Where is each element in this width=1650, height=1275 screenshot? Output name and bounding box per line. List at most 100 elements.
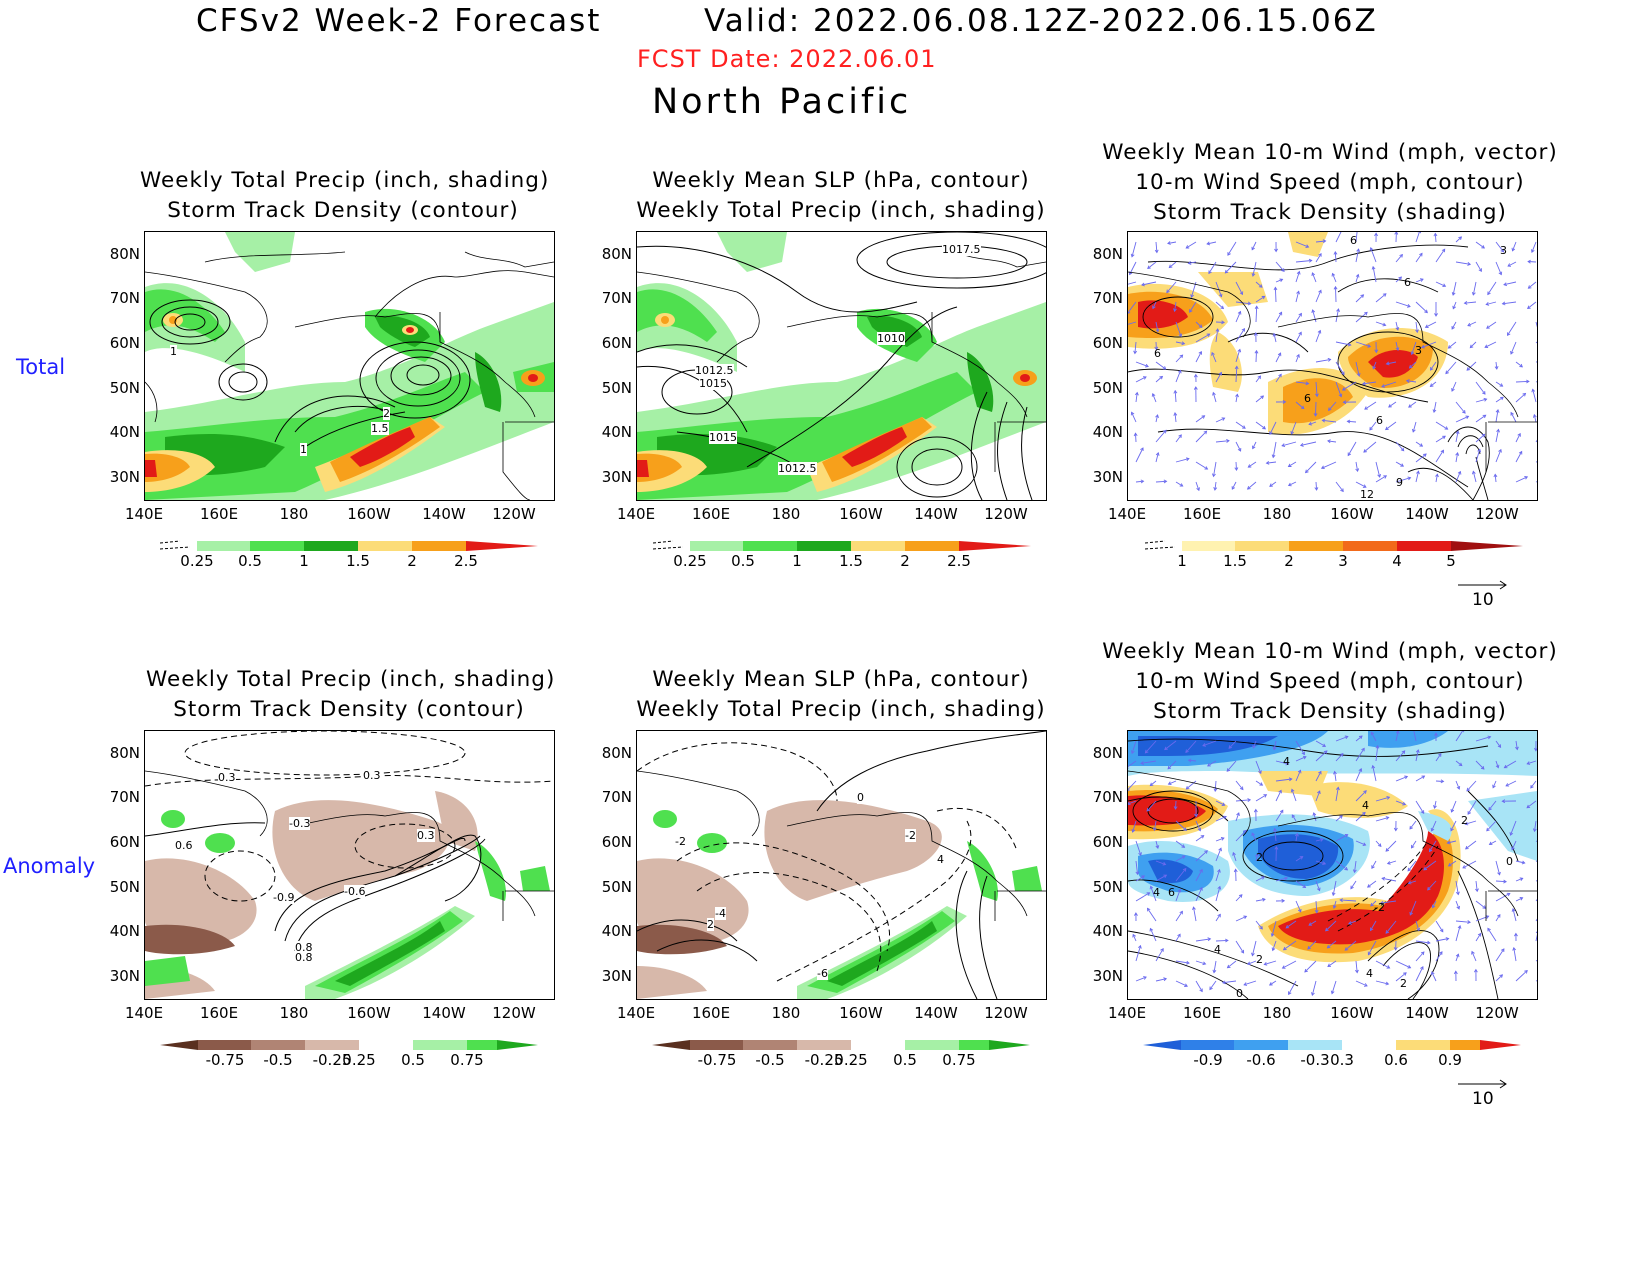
- wind-vector-head: [1131, 828, 1136, 833]
- wind-vector-head: [1455, 953, 1460, 958]
- lon-tick-label: 160W: [347, 505, 391, 523]
- wind-vector: [1128, 321, 1137, 325]
- lat-tick-label: 70N: [601, 788, 632, 806]
- colorbar-label: -0.9: [1193, 1051, 1223, 1069]
- wind-vector: [1275, 760, 1289, 765]
- slp-anomaly-contours: [637, 731, 1046, 999]
- wind-vector-head: [1385, 361, 1390, 366]
- wind-vector-head: [1160, 948, 1164, 952]
- wind-vector-head: [1375, 744, 1380, 749]
- wind-vector: [1385, 840, 1397, 852]
- wind-vector: [1333, 900, 1337, 909]
- wind-vector-head: [1202, 961, 1207, 966]
- wind-vector-head: [1200, 835, 1205, 839]
- lon-tick-label: 140W: [422, 1004, 466, 1022]
- wind-vector: [1435, 281, 1446, 287]
- wind-vector-head: [1319, 837, 1324, 842]
- wind-vector: [1475, 900, 1486, 909]
- wind-vector-head: [1218, 371, 1222, 376]
- wind-vector-head: [1168, 264, 1173, 269]
- wind-vector-head: [1207, 762, 1211, 767]
- wind-vector: [1195, 415, 1205, 423]
- wind-vector-head: [1218, 847, 1222, 852]
- wind-vector: [1255, 296, 1265, 303]
- contour-label: 2: [1256, 953, 1263, 966]
- colorbar-label: 2: [900, 552, 910, 570]
- wind-vector-head: [1251, 952, 1255, 957]
- wind-vector: [1175, 933, 1181, 942]
- vector-reference-label-top: 10: [1472, 590, 1494, 610]
- wind-vector-head: [1464, 821, 1469, 826]
- wind-vector: [1395, 341, 1399, 351]
- wind-vector: [1274, 287, 1277, 303]
- wind-vector-head: [1318, 289, 1322, 294]
- lon-tick-label: 120W: [492, 1004, 536, 1022]
- wind-vector-head: [1457, 470, 1462, 475]
- wind-vector: [1155, 860, 1166, 866]
- wind-vector-head: [1270, 933, 1275, 937]
- wind-vector-head: [1363, 983, 1368, 987]
- wind-vector-head: [1526, 379, 1530, 384]
- wind-vector: [1488, 800, 1497, 811]
- map-total-wind: 6 3 6 6 3 6 6 12 9: [1127, 231, 1538, 501]
- contour-label: 6: [1168, 886, 1175, 899]
- wind-vector-head: [1217, 885, 1222, 890]
- wind-vector-head: [1128, 801, 1131, 806]
- wind-vector: [1487, 928, 1497, 942]
- wind-vector-head: [1488, 841, 1493, 846]
- wind-vector: [1486, 820, 1497, 832]
- wind-vector: [1215, 800, 1225, 806]
- wind-vector: [1315, 358, 1331, 363]
- wind-vector: [1455, 431, 1459, 443]
- wind-vector-head: [1477, 932, 1482, 937]
- wind-vector: [1149, 928, 1157, 942]
- wind-vector: [1355, 481, 1367, 488]
- map-anom-slp-precip: 0 -2 -2 4 -4 2 -6: [636, 730, 1047, 1000]
- panel-title-line1: Weekly Mean SLP (hPa, contour): [652, 168, 1030, 193]
- colorbar-label: -0.3: [1300, 1051, 1330, 1069]
- lon-tick-label: 140W: [1405, 1004, 1449, 1022]
- wind-vector: [1271, 920, 1277, 937]
- wind-vector: [1215, 328, 1219, 343]
- wind-vector-head: [1135, 871, 1140, 876]
- wind-vector-head: [1300, 405, 1305, 410]
- wind-vector-head: [1305, 244, 1310, 249]
- contour-label: 4: [1366, 967, 1373, 980]
- wind-vector: [1355, 812, 1366, 822]
- wind-vector-head: [1312, 812, 1317, 816]
- wind-vector: [1209, 980, 1217, 990]
- wind-vector-head: [1486, 827, 1490, 832]
- region-title: North Pacific: [652, 82, 912, 122]
- wind-vector-head: [1347, 452, 1352, 457]
- wind-vector-head: [1499, 383, 1504, 387]
- wind-vector: [1155, 948, 1164, 962]
- wind-vector: [1235, 461, 1237, 471]
- wind-vector: [1195, 980, 1203, 992]
- wind-vector-head: [1240, 949, 1245, 954]
- wind-vector: [1455, 415, 1469, 423]
- wind-vector: [1495, 241, 1504, 253]
- wind-vector-head: [1149, 782, 1154, 787]
- wind-vector: [1135, 860, 1139, 875]
- wind-vector-head: [1189, 309, 1193, 313]
- wind-vector-head: [1173, 806, 1178, 810]
- wind-vector-head: [1333, 770, 1337, 775]
- wind-vector-head: [1450, 808, 1455, 813]
- wind-vector: [1235, 812, 1240, 822]
- wind-vector: [1464, 301, 1477, 304]
- wind-vector: [1214, 780, 1217, 792]
- wind-vector-head: [1178, 434, 1182, 439]
- wind-vector: [1467, 800, 1477, 815]
- wind-vector-head: [1395, 347, 1400, 352]
- wind-vector: [1503, 281, 1517, 286]
- wind-vector-head: [1379, 900, 1384, 905]
- wind-vector-head: [1438, 753, 1442, 757]
- wind-vector-head: [1395, 731, 1400, 734]
- wind-vector: [1295, 770, 1301, 782]
- wind-vector-head: [1314, 909, 1319, 914]
- wind-vector: [1355, 294, 1364, 303]
- contour-label: 1: [170, 345, 177, 358]
- wind-vector-head: [1494, 366, 1499, 370]
- wind-vector: [1415, 471, 1419, 483]
- lon-tick-label: 140W: [1405, 505, 1449, 523]
